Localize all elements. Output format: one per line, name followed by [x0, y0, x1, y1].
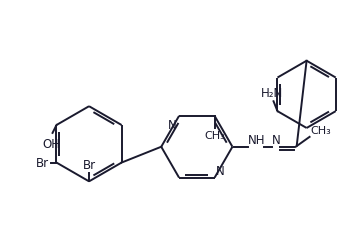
- Text: N: N: [168, 118, 177, 131]
- Text: N: N: [215, 164, 224, 177]
- Text: CH₃: CH₃: [204, 130, 225, 140]
- Text: N: N: [272, 133, 280, 146]
- Text: CH₃: CH₃: [310, 126, 331, 135]
- Text: NH: NH: [248, 133, 265, 146]
- Text: H₂N: H₂N: [260, 87, 283, 100]
- Text: Br: Br: [83, 159, 96, 172]
- Text: OH: OH: [43, 137, 60, 150]
- Text: Br: Br: [35, 156, 48, 170]
